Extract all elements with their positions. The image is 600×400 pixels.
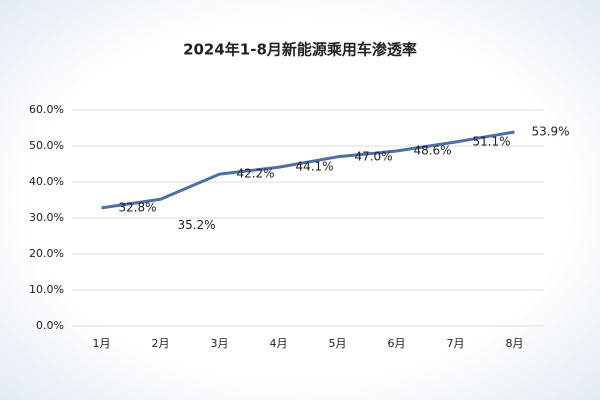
x-tick-label: 8月 xyxy=(506,337,524,350)
y-tick-label: 60.0% xyxy=(29,103,64,116)
data-label: 35.2% xyxy=(177,218,215,232)
y-tick-label: 40.0% xyxy=(29,175,64,188)
y-tick-label: 20.0% xyxy=(29,247,64,260)
x-tick-label: 1月 xyxy=(93,337,111,350)
data-label: 48.6% xyxy=(413,144,451,158)
data-label: 44.1% xyxy=(295,160,333,174)
x-tick-label: 3月 xyxy=(211,337,229,350)
x-tick-label: 6月 xyxy=(388,337,406,350)
data-line xyxy=(101,130,515,210)
x-tick-label: 4月 xyxy=(270,337,288,350)
x-tick-label: 5月 xyxy=(329,337,347,350)
data-label: 51.1% xyxy=(472,135,510,149)
data-label: 53.9% xyxy=(531,124,569,138)
y-tick-label: 50.0% xyxy=(29,139,64,152)
y-tick-label: 0.0% xyxy=(36,319,64,332)
data-label: 42.2% xyxy=(236,167,274,181)
chart-title: 2024年1-8月新能源乘用车渗透率 xyxy=(183,41,417,59)
x-tick-label: 7月 xyxy=(447,337,465,350)
x-tick-label: 2月 xyxy=(152,337,170,350)
data-label: 47.0% xyxy=(354,149,392,163)
y-tick-label: 10.0% xyxy=(29,283,64,296)
y-tick-label: 30.0% xyxy=(29,211,64,224)
data-label: 32.8% xyxy=(118,200,156,214)
